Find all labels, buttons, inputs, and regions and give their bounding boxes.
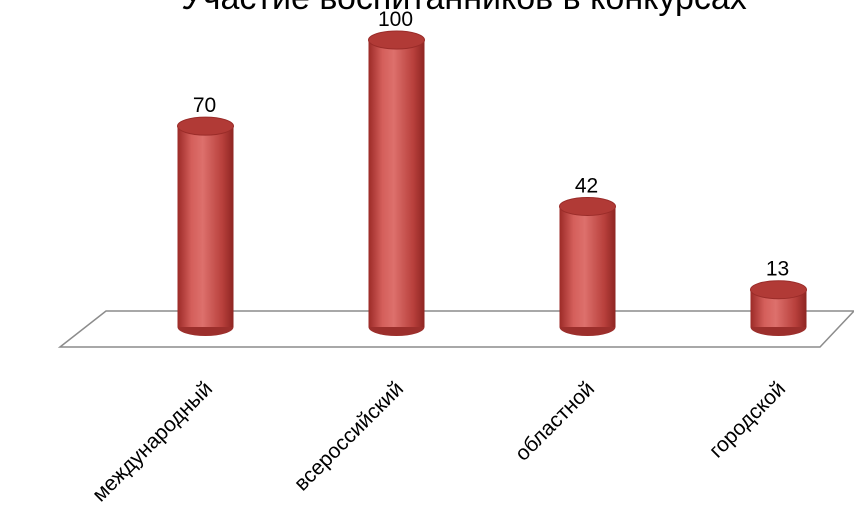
chart-floor bbox=[57, 310, 854, 348]
category-label: всероссийский bbox=[290, 377, 408, 495]
bars-layer bbox=[177, 30, 807, 336]
data-label: 70 bbox=[193, 94, 216, 117]
bar-областной bbox=[559, 196, 616, 336]
chart-title: Участие воспитанников в конкурсах bbox=[0, 0, 854, 18]
bar-top bbox=[559, 196, 616, 216]
bar-body bbox=[177, 126, 234, 327]
category-label: городской bbox=[705, 377, 790, 462]
bar-top bbox=[177, 116, 234, 136]
bar-top bbox=[368, 30, 425, 50]
category-label: международный bbox=[88, 377, 217, 506]
bar-городской bbox=[750, 280, 807, 336]
data-label: 100 bbox=[378, 8, 413, 31]
bar-международный bbox=[177, 116, 234, 336]
bar-body bbox=[559, 206, 616, 327]
bar-top bbox=[750, 280, 807, 300]
bar-body bbox=[368, 40, 425, 327]
bar-всероссийский bbox=[368, 30, 425, 336]
data-label: 13 bbox=[766, 258, 789, 281]
category-label: областной bbox=[511, 377, 599, 465]
data-label: 42 bbox=[575, 174, 598, 197]
